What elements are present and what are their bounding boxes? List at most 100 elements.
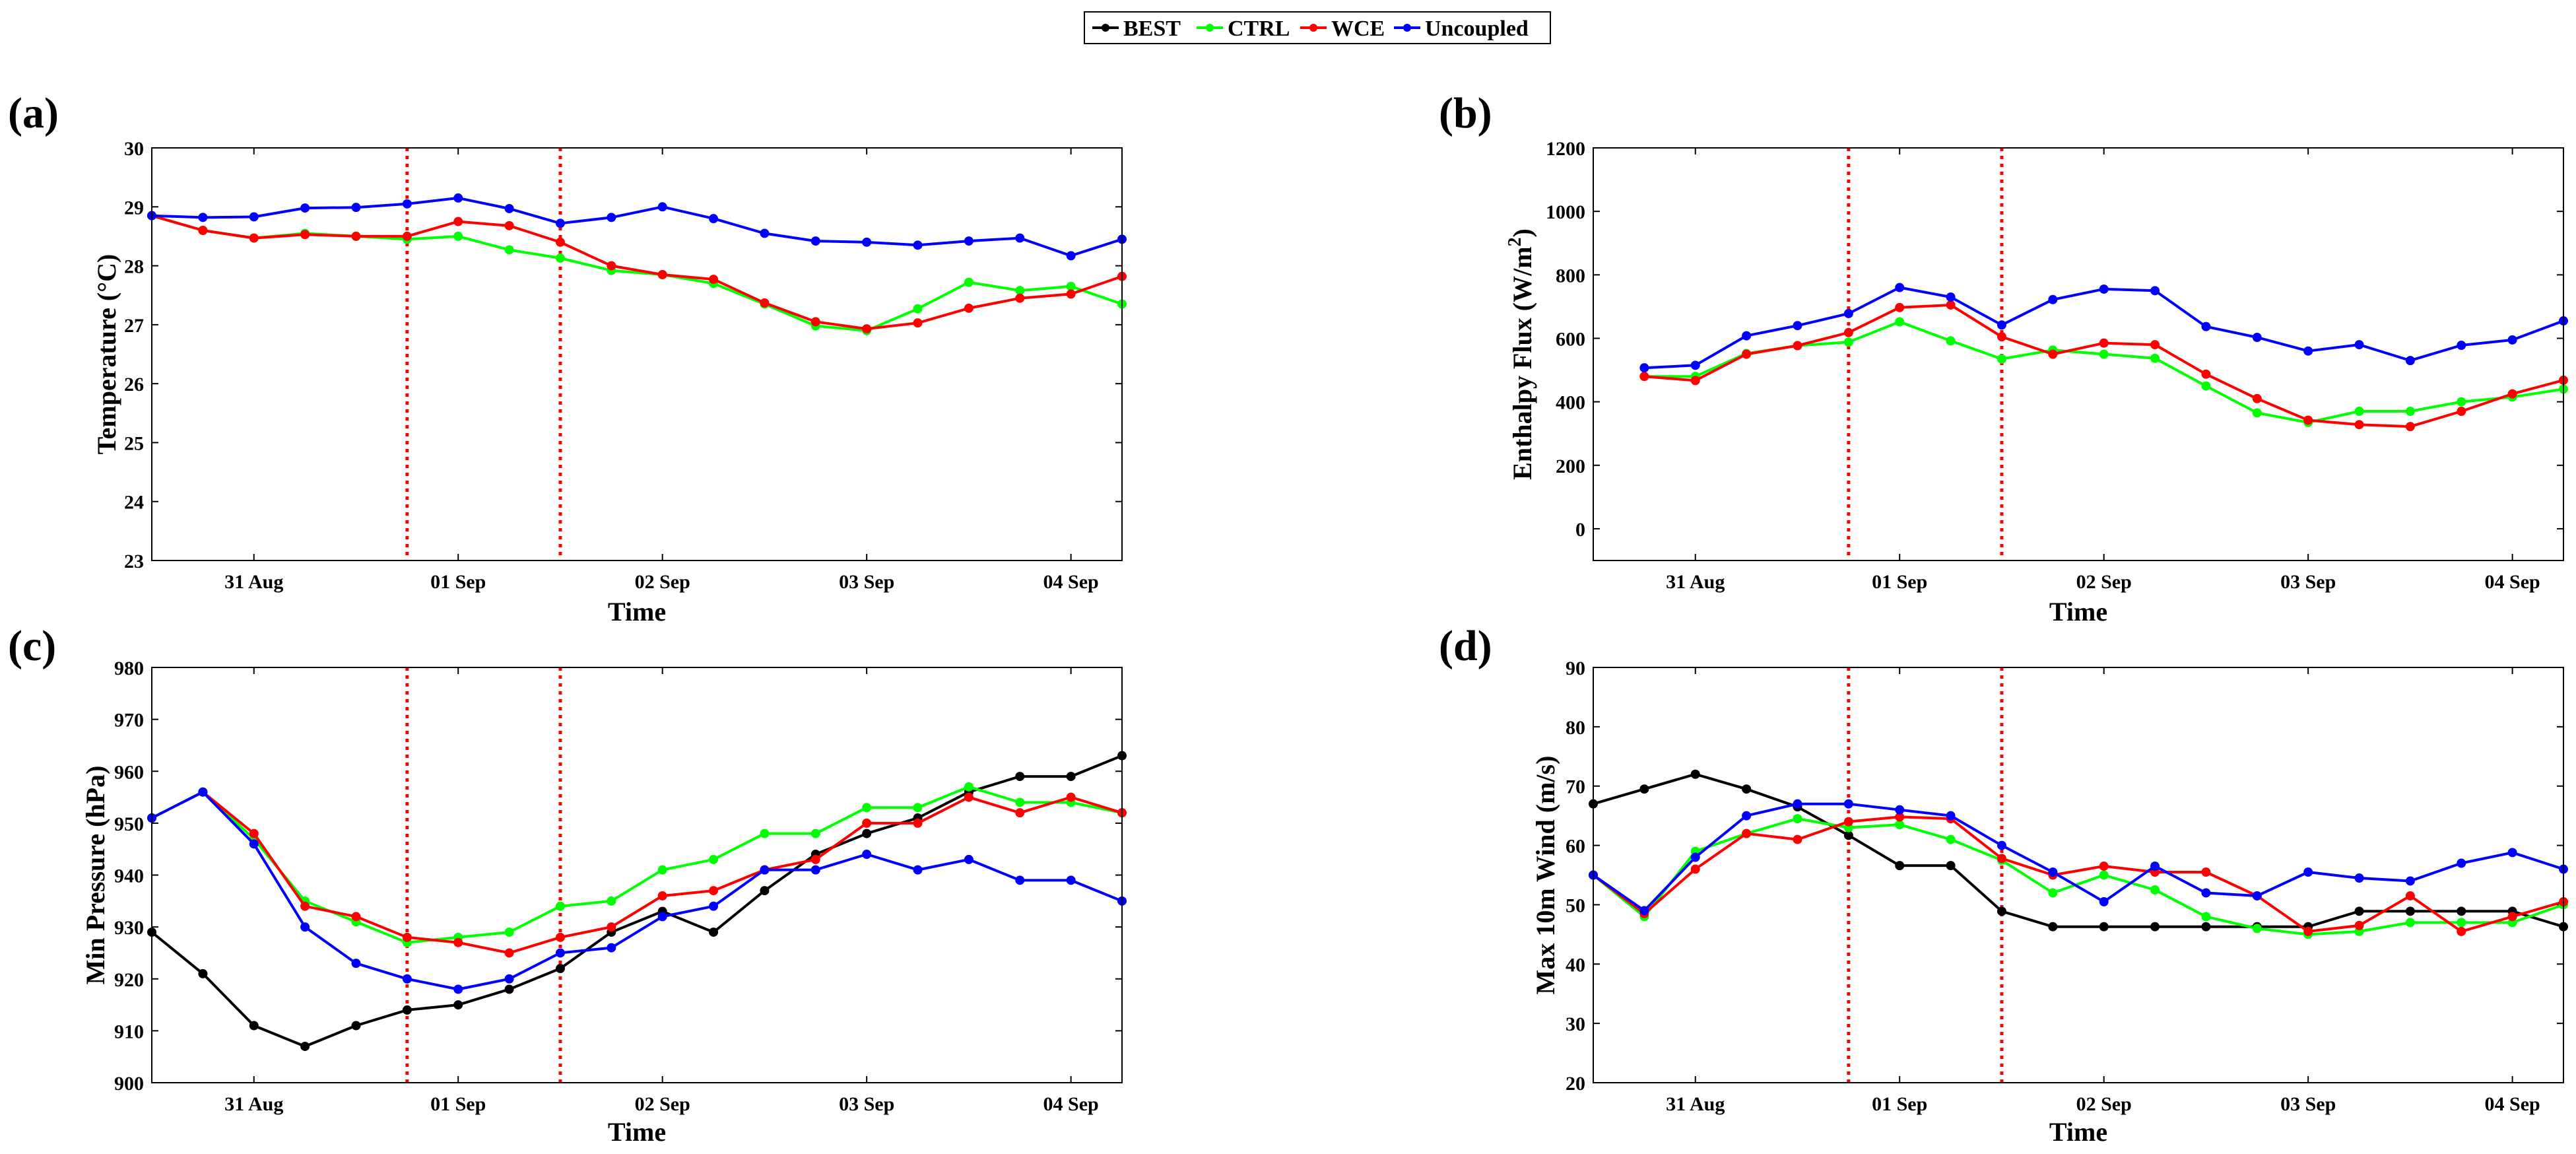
point-b-uncoupled-1: [1690, 360, 1700, 370]
x-tick-label-d-0: 31 Aug: [1666, 1093, 1725, 1115]
point-b-wce-15: [2405, 422, 2415, 432]
legend-marker-best: [1102, 24, 1109, 32]
point-a-uncoupled-3: [300, 203, 310, 213]
x-tick-label-b-2: 02 Sep: [2076, 571, 2132, 593]
point-b-wce-5: [1895, 302, 1905, 312]
point-c-wce-9: [607, 922, 616, 932]
point-c-uncoupled-11: [709, 901, 719, 911]
point-b-uncoupled-6: [1946, 292, 1956, 302]
y-tick-label-d-4: 60: [1566, 836, 1585, 858]
point-d-ctrl-17: [2457, 918, 2466, 928]
point-b-wce-16: [2457, 407, 2466, 417]
panel-c: (c) 900 910 920 930 940 950 960 970 980 31 Aug 01 …: [8, 622, 1127, 1147]
point-a-wce-10: [657, 269, 667, 279]
point-a-uncoupled-8: [555, 219, 565, 228]
x-axis-label-a: Time: [608, 597, 666, 627]
point-d-best-6: [1895, 861, 1905, 871]
point-b-ctrl-14: [2354, 407, 2364, 417]
x-tick-label-c-1: 01 Sep: [430, 1093, 486, 1115]
point-d-best-8: [1997, 906, 2006, 916]
point-d-uncoupled-6: [1895, 805, 1905, 815]
point-c-ctrl-14: [862, 803, 872, 813]
legend-entry-best: BEST: [1092, 17, 1181, 41]
point-a-wce-1: [198, 226, 208, 235]
point-d-uncoupled-13: [2252, 891, 2262, 900]
point-c-ctrl-12: [760, 829, 770, 838]
panel-label-d: (d): [1439, 622, 1492, 670]
point-d-wce-16: [2405, 891, 2415, 900]
point-c-best-3: [300, 1041, 310, 1051]
x-tick-label-a-2: 02 Sep: [635, 571, 690, 593]
point-d-ctrl-11: [2150, 885, 2160, 895]
point-c-wce-15: [913, 818, 923, 828]
x-tick-label-c-3: 03 Sep: [839, 1093, 894, 1115]
point-d-uncoupled-16: [2405, 876, 2415, 886]
point-c-uncoupled-18: [1066, 875, 1076, 885]
plot-area-d: 20 30 40 50 60 70 80 90 31 Aug 01 Sep 02 Sep 03 Sep…: [1566, 658, 2568, 1115]
point-d-uncoupled-14: [2303, 867, 2313, 877]
plot-frame-b: [1593, 147, 2564, 561]
y-tick-label-c-6: 960: [114, 761, 144, 783]
point-c-ctrl-11: [709, 854, 719, 864]
legend-marker-wce: [1309, 24, 1317, 32]
point-d-ctrl-13: [2252, 924, 2262, 933]
y-tick-label-a-2: 25: [124, 432, 144, 454]
point-b-ctrl-12: [2252, 408, 2262, 418]
panel-label-b: (b): [1439, 89, 1492, 137]
point-c-wce-11: [709, 886, 719, 896]
point-d-uncoupled-5: [1843, 799, 1853, 809]
y-tick-label-c-0: 900: [114, 1073, 144, 1095]
x-tick-label-a-3: 03 Sep: [839, 571, 894, 593]
point-c-wce-4: [351, 912, 361, 922]
point-d-ctrl-12: [2201, 912, 2211, 922]
point-b-ctrl-5: [1895, 317, 1905, 327]
legend-marker-ctrl: [1206, 24, 1214, 32]
y-tick-label-a-5: 28: [124, 256, 144, 278]
point-c-best-2: [249, 1021, 259, 1031]
point-a-ctrl-7: [504, 245, 514, 255]
point-c-uncoupled-8: [555, 948, 565, 958]
legend: BEST CTRL WCE Uncoupled: [1084, 11, 1551, 44]
point-c-ctrl-15: [913, 803, 923, 813]
legend-label-wce: WCE: [1331, 17, 1385, 41]
point-d-uncoupled-7: [1946, 811, 1956, 821]
point-b-wce-8: [2048, 349, 2058, 359]
legend-label-uncoupled: Uncoupled: [1425, 17, 1529, 41]
x-tick-label-b-1: 01 Sep: [1872, 571, 1927, 593]
point-c-uncoupled-4: [351, 959, 361, 968]
point-d-wce-5: [1843, 817, 1853, 827]
y-tick-label-a-4: 27: [124, 315, 144, 337]
point-a-wce-13: [810, 317, 820, 327]
point-c-uncoupled-10: [657, 912, 667, 922]
y-tick-label-c-4: 940: [114, 866, 144, 887]
point-d-ctrl-6: [1895, 820, 1905, 830]
legend-entry-ctrl: CTRL: [1197, 17, 1290, 41]
point-d-wce-15: [2354, 920, 2364, 930]
series-line-d-wce: [1592, 815, 2564, 933]
y-tick-label-a-6: 29: [124, 197, 144, 219]
point-c-wce-7: [504, 948, 514, 958]
series-line-c-ctrl: [151, 785, 1123, 944]
point-c-uncoupled-5: [402, 974, 412, 984]
y-tick-label-c-5: 950: [114, 813, 144, 835]
point-a-uncoupled-15: [913, 240, 923, 250]
point-c-uncoupled-9: [607, 943, 616, 953]
point-a-wce-7: [504, 221, 514, 230]
y-tick-label-b-1: 200: [1556, 456, 1585, 477]
legend-marker-uncoupled: [1403, 24, 1411, 32]
point-c-wce-13: [810, 854, 820, 864]
series-line-a-wce: [151, 214, 1123, 331]
point-a-ctrl-15: [913, 304, 923, 314]
series-line-d-ctrl: [1592, 817, 2564, 936]
x-tick-label-b-0: 31 Aug: [1666, 571, 1725, 593]
point-c-best-6: [453, 1000, 463, 1010]
y-tick-label-c-1: 910: [114, 1021, 144, 1042]
point-c-best-5: [402, 1005, 412, 1015]
point-d-wce-14: [2303, 926, 2313, 936]
y-axis-label-b-end: ): [1507, 228, 1537, 237]
y-tick-label-a-1: 24: [124, 492, 144, 514]
plot-frame-a: [151, 147, 1123, 561]
point-b-wce-11: [2201, 369, 2211, 379]
point-b-uncoupled-2: [1742, 331, 1752, 341]
point-a-ctrl-17: [1015, 286, 1025, 296]
